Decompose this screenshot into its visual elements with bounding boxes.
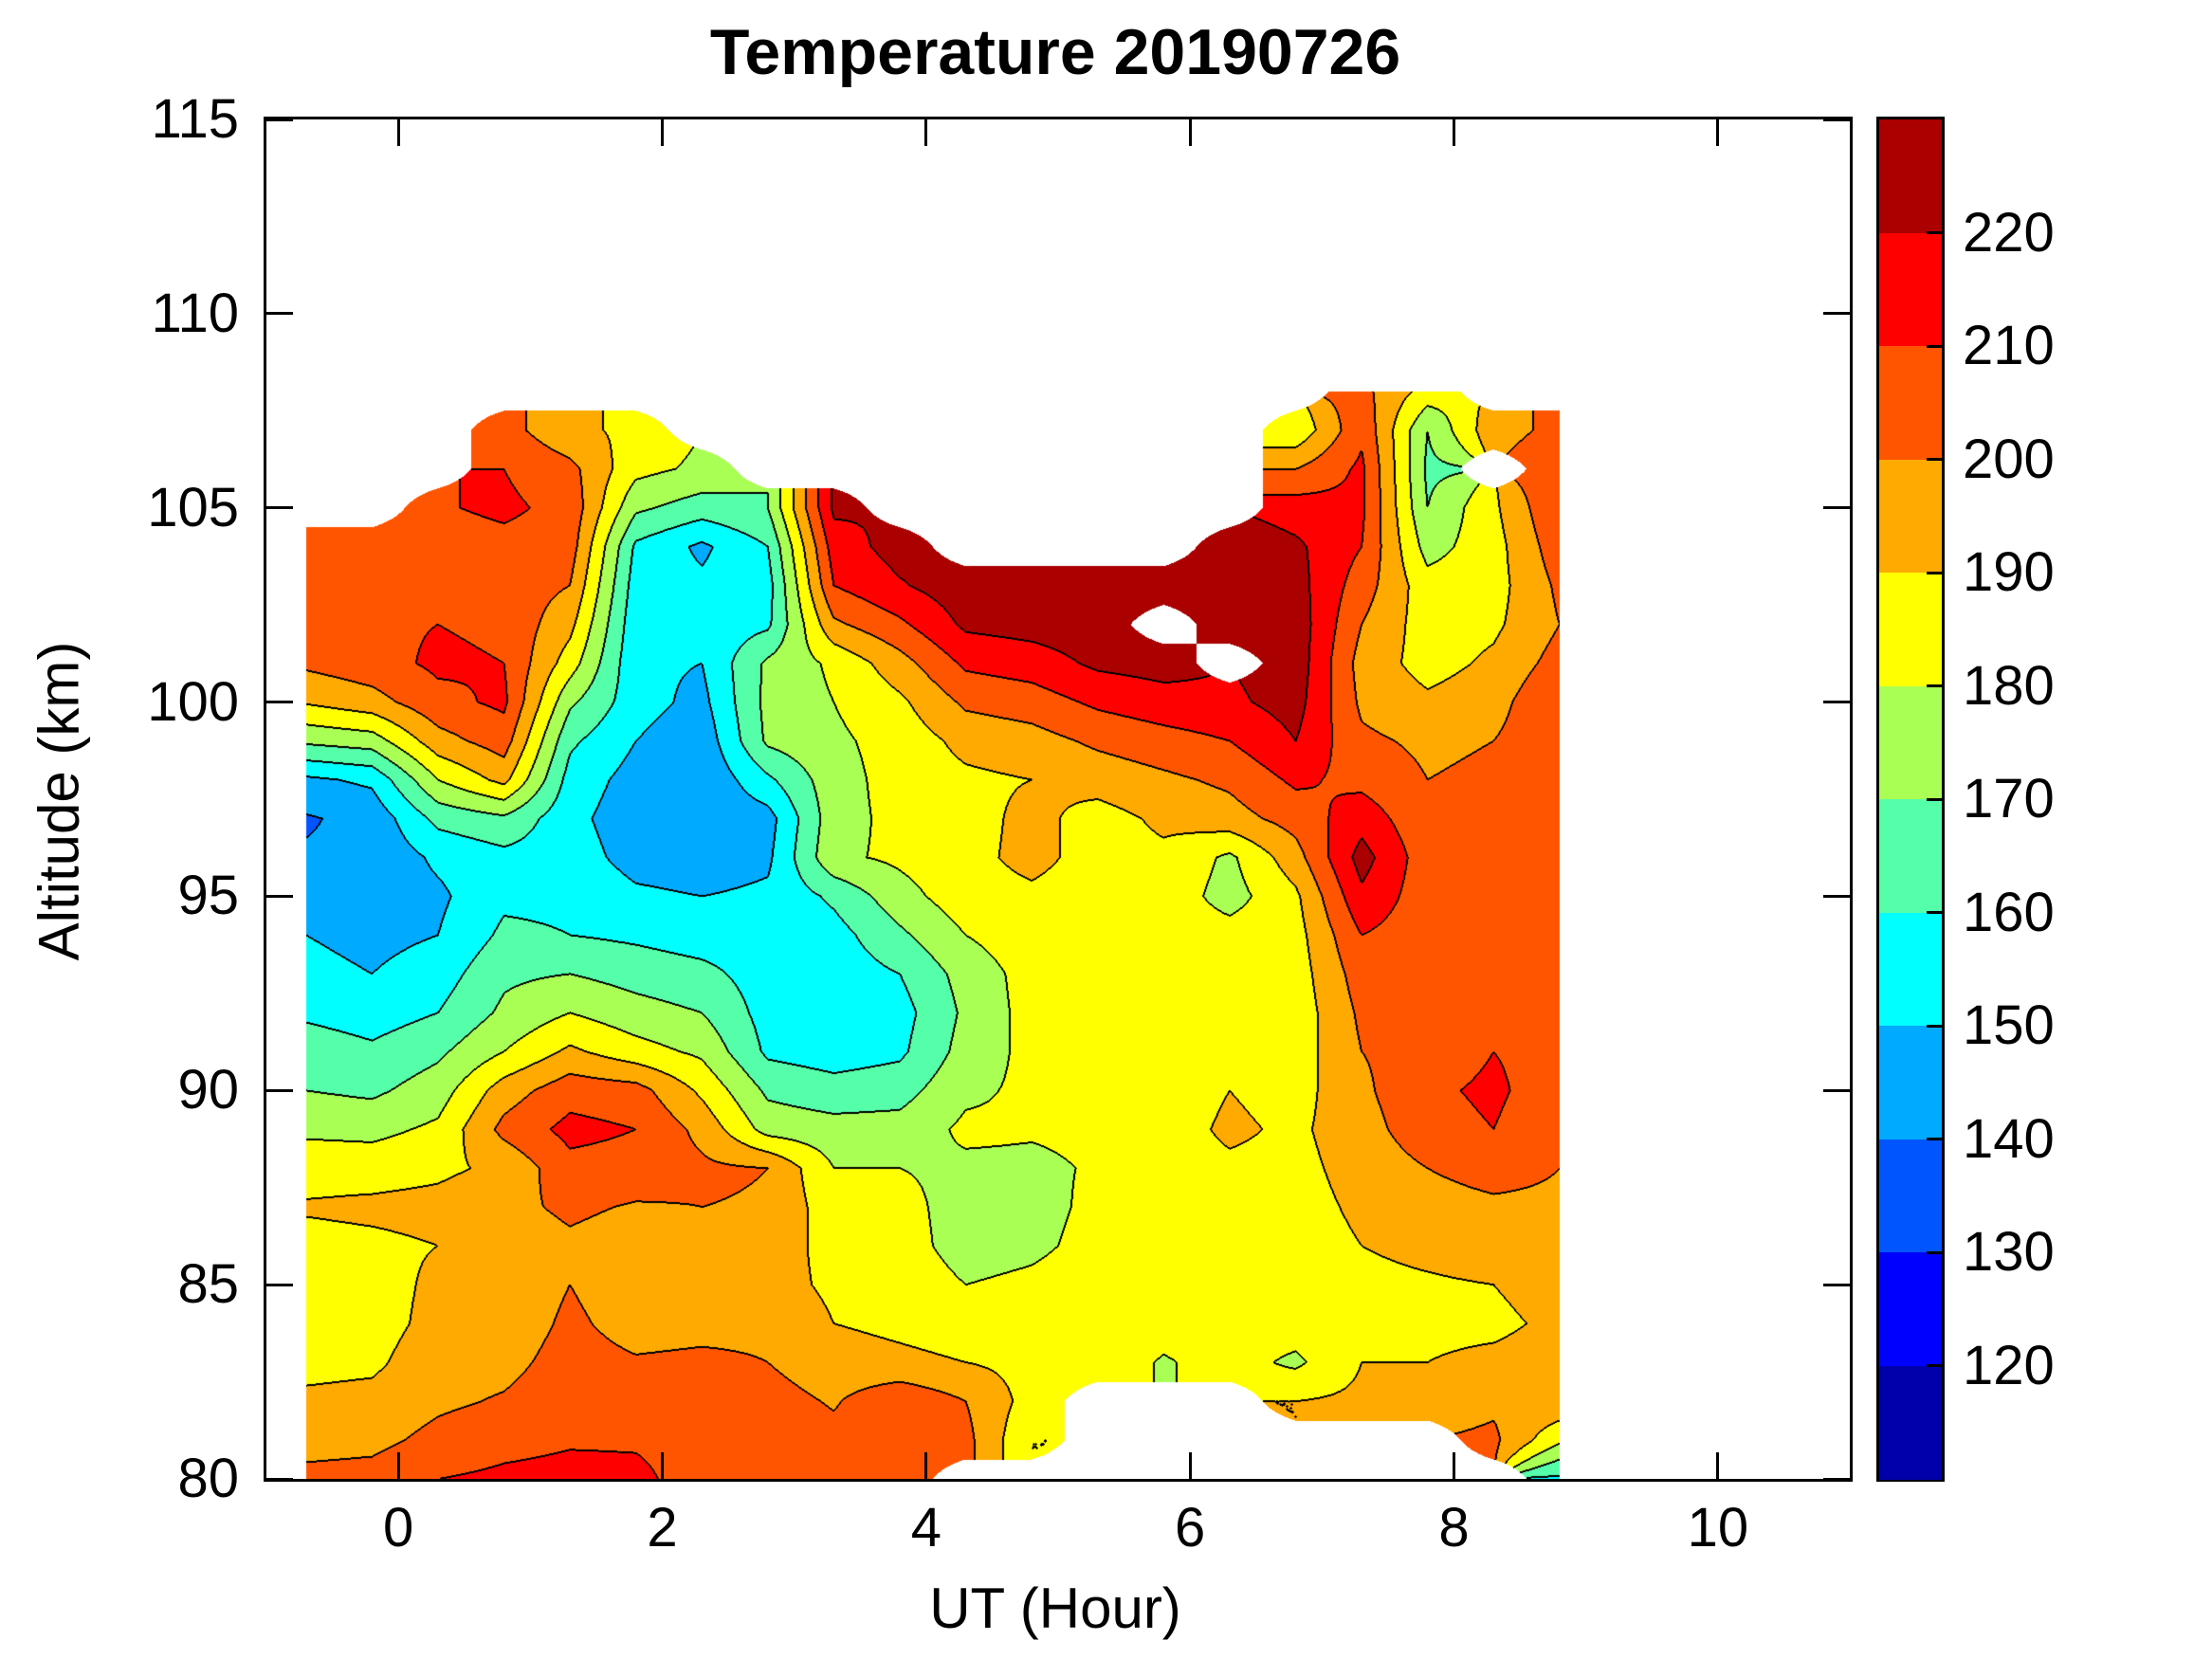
y-axis-tick-label: 90	[177, 1059, 239, 1121]
x-axis-tick-top	[1716, 119, 1720, 146]
colorbar-tick-label: 200	[1963, 428, 2055, 490]
colorbar-tick	[1927, 571, 1942, 574]
x-axis-tick-label: 4	[910, 1497, 941, 1559]
colorbar-segment	[1879, 799, 1942, 913]
colorbar-tick	[1927, 1250, 1942, 1254]
colorbar-segment	[1879, 346, 1942, 460]
colorbar-segment	[1879, 573, 1942, 686]
colorbar-tick-label: 220	[1963, 201, 2055, 264]
colorbar-tick	[1927, 1364, 1942, 1367]
y-axis-tick	[266, 894, 293, 898]
y-axis-tick-label: 115	[151, 88, 239, 150]
chart-title: Temperature 20190726	[709, 16, 1401, 88]
y-axis-tick-label: 105	[147, 476, 239, 538]
y-axis-tick	[266, 701, 293, 704]
colorbar-tick-label: 180	[1963, 654, 2055, 717]
colorbar-tick-label: 120	[1963, 1334, 2055, 1396]
colorbar-tick-label: 210	[1963, 315, 2055, 376]
y-axis-tick	[266, 1088, 293, 1092]
colorbar-tick	[1927, 458, 1942, 461]
x-axis-tick-label: 10	[1687, 1497, 1749, 1559]
colorbar-segment	[1879, 459, 1942, 574]
y-axis-tick-label: 100	[147, 670, 239, 733]
x-axis-tick-top	[1188, 119, 1192, 146]
colorbar-tick	[1927, 797, 1942, 801]
y-axis-tick	[266, 1477, 293, 1481]
x-axis-tick	[1716, 1452, 1720, 1479]
y-axis-tick-label: 85	[177, 1253, 239, 1316]
x-axis-tick	[924, 1452, 928, 1479]
y-axis-tick-right	[1823, 1088, 1850, 1092]
colorbar-tick-label: 130	[1963, 1221, 2055, 1283]
colorbar-tick-label: 190	[1963, 541, 2055, 603]
colorbar-segment	[1879, 1139, 1942, 1253]
y-axis-tick	[266, 1283, 293, 1286]
colorbar-tick	[1927, 231, 1942, 234]
y-axis-tick-right	[1823, 312, 1850, 316]
x-axis-tick-label: 6	[1175, 1497, 1206, 1559]
colorbar-tick	[1927, 684, 1942, 687]
x-axis-tick-top	[396, 119, 400, 146]
y-axis-tick-label: 95	[177, 865, 239, 927]
x-axis-tick	[396, 1452, 400, 1479]
x-axis-tick-label: 8	[1438, 1497, 1470, 1559]
x-axis-tick-top	[924, 119, 928, 146]
y-axis-tick-label: 110	[151, 282, 239, 344]
colorbar-tick	[1927, 344, 1942, 348]
y-axis-tick-right	[1823, 701, 1850, 704]
plot-area	[264, 117, 1853, 1482]
colorbar-tick-label: 160	[1963, 881, 2055, 943]
x-axis-tick-top	[661, 119, 664, 146]
colorbar-segment	[1879, 119, 1942, 233]
y-axis-tick-right	[1823, 506, 1850, 510]
colorbar-segment	[1879, 232, 1942, 347]
colorbar-tick-label: 170	[1963, 768, 2055, 830]
colorbar-segment	[1879, 1252, 1942, 1366]
x-axis-tick	[1453, 1452, 1455, 1479]
y-axis-tick	[266, 312, 293, 316]
colorbar-segment	[1879, 912, 1942, 1027]
colorbar-tick	[1927, 911, 1942, 914]
colorbar	[1876, 117, 1945, 1482]
y-axis-tick-right	[1823, 1283, 1850, 1286]
x-axis-tick-label: 2	[647, 1497, 678, 1559]
x-axis-tick	[1188, 1452, 1192, 1479]
x-axis-label: UT (Hour)	[929, 1577, 1181, 1640]
y-axis-tick	[266, 506, 293, 510]
y-axis-tick-label: 80	[177, 1448, 239, 1509]
colorbar-tick	[1927, 1138, 1942, 1140]
x-axis-tick-label: 0	[383, 1497, 414, 1559]
x-axis-tick-top	[1453, 119, 1455, 146]
y-axis-tick	[266, 118, 293, 121]
x-axis-tick	[661, 1452, 664, 1479]
y-axis-tick-right	[1823, 894, 1850, 898]
colorbar-segment	[1879, 1026, 1942, 1139]
colorbar-tick-label: 140	[1963, 1107, 2055, 1170]
y-axis-tick-right	[1823, 118, 1850, 121]
colorbar-tick	[1927, 1024, 1942, 1028]
colorbar-segment	[1879, 685, 1942, 800]
colorbar-segment	[1879, 1365, 1942, 1480]
colorbar-tick-label: 150	[1963, 994, 2055, 1056]
contour-canvas	[266, 119, 1850, 1479]
y-axis-tick-right	[1823, 1477, 1850, 1481]
